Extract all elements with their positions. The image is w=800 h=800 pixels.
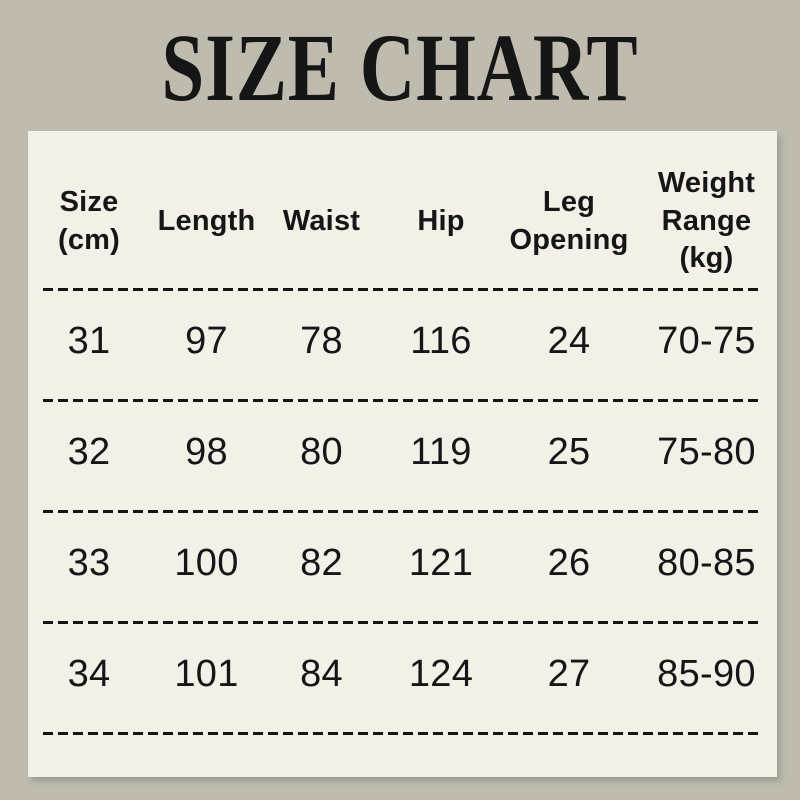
table-cell: 97: [185, 319, 228, 362]
table-cell: 70-75: [657, 319, 756, 362]
page-title: SIZE CHART: [161, 14, 639, 121]
table-cell: 84: [300, 652, 343, 695]
table-cell: 124: [408, 652, 474, 695]
table-row: 34 101 84 124 27 85-90: [28, 624, 777, 732]
table-cell: 119: [410, 430, 472, 473]
table-cell: 100: [174, 541, 239, 584]
row-separator: [43, 288, 761, 291]
table-cell: 101: [174, 652, 239, 695]
table-row: 31 97 78 116 24 70-75: [28, 291, 777, 399]
table-cell: 32: [67, 430, 111, 473]
table-cell: 34: [67, 652, 111, 695]
table-cell: 75-80: [657, 430, 756, 473]
column-header-leg-opening: Leg Opening: [509, 185, 629, 256]
row-separator: [43, 510, 761, 513]
table-cell: 80: [300, 430, 343, 473]
size-chart-panel: Size (cm) Length Waist Hip Leg Opening W…: [28, 131, 777, 777]
table-cell: 31: [67, 319, 111, 362]
table-cell: 25: [547, 430, 591, 473]
column-header-weight-range: Weight Range (kg): [657, 166, 756, 275]
row-separator: [43, 399, 761, 402]
table-cell: 85-90: [657, 652, 756, 695]
table-cell: 24: [547, 319, 591, 362]
table-cell: 33: [67, 541, 111, 584]
table-cell: 82: [300, 541, 343, 584]
column-header-hip: Hip: [417, 204, 465, 237]
table-cell: 78: [300, 319, 343, 362]
column-header-size: Size (cm): [57, 185, 121, 256]
row-separator: [43, 732, 761, 735]
table-cell: 121: [408, 541, 474, 584]
table-row: 33 100 82 121 26 80-85: [28, 513, 777, 621]
table-cell: 80-85: [657, 541, 756, 584]
row-separator: [43, 621, 761, 624]
table-cell: 27: [547, 652, 591, 695]
table-header-row: Size (cm) Length Waist Hip Leg Opening W…: [28, 131, 777, 288]
table-cell: 116: [410, 319, 472, 362]
table-cell: 98: [185, 430, 228, 473]
column-header-waist: Waist: [282, 204, 361, 237]
table-cell: 26: [547, 541, 591, 584]
column-header-length: Length: [157, 204, 256, 237]
table-row: 32 98 80 119 25 75-80: [28, 402, 777, 510]
